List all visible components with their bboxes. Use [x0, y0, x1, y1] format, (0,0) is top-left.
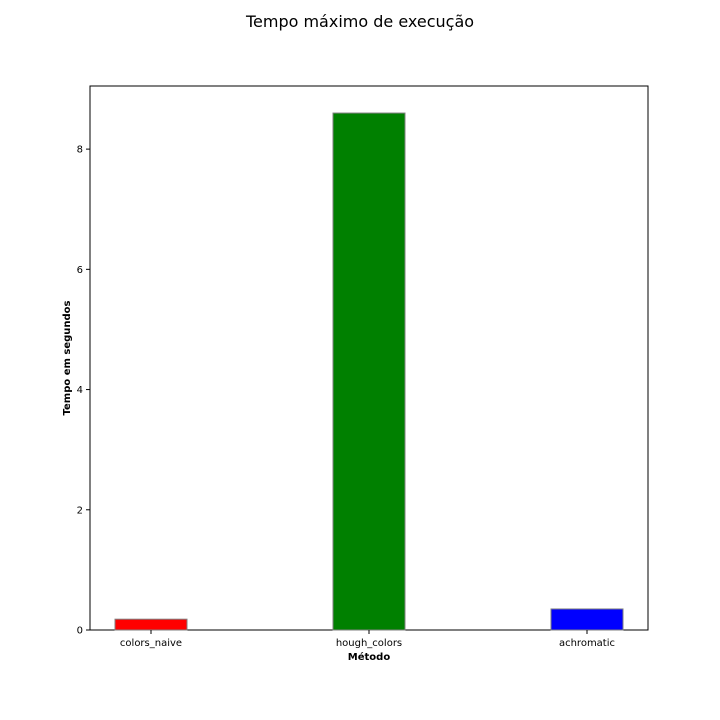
y-tick-label: 6 [77, 265, 83, 276]
y-tick-label: 4 [77, 385, 83, 396]
bars-group [114, 112, 624, 631]
bar-achromatic [550, 608, 624, 631]
x-tick-label: achromatic [559, 638, 615, 649]
chart-title: Tempo máximo de execução [245, 12, 474, 31]
x-axis-label: Método [348, 651, 391, 663]
y-axis-ticks: 0 2 4 6 8 [77, 145, 90, 637]
x-axis-ticks: colors_naive hough_colors achromatic [120, 630, 615, 649]
bar-hough-colors [332, 112, 406, 631]
y-tick-label: 0 [77, 626, 83, 637]
x-tick-label: colors_naive [120, 638, 182, 649]
x-tick-label: hough_colors [336, 638, 402, 649]
bar-colors-naive [114, 618, 188, 631]
y-tick-label: 2 [77, 505, 83, 516]
y-axis-label: Tempo em segundos [62, 300, 73, 415]
y-tick-label: 8 [77, 145, 83, 156]
